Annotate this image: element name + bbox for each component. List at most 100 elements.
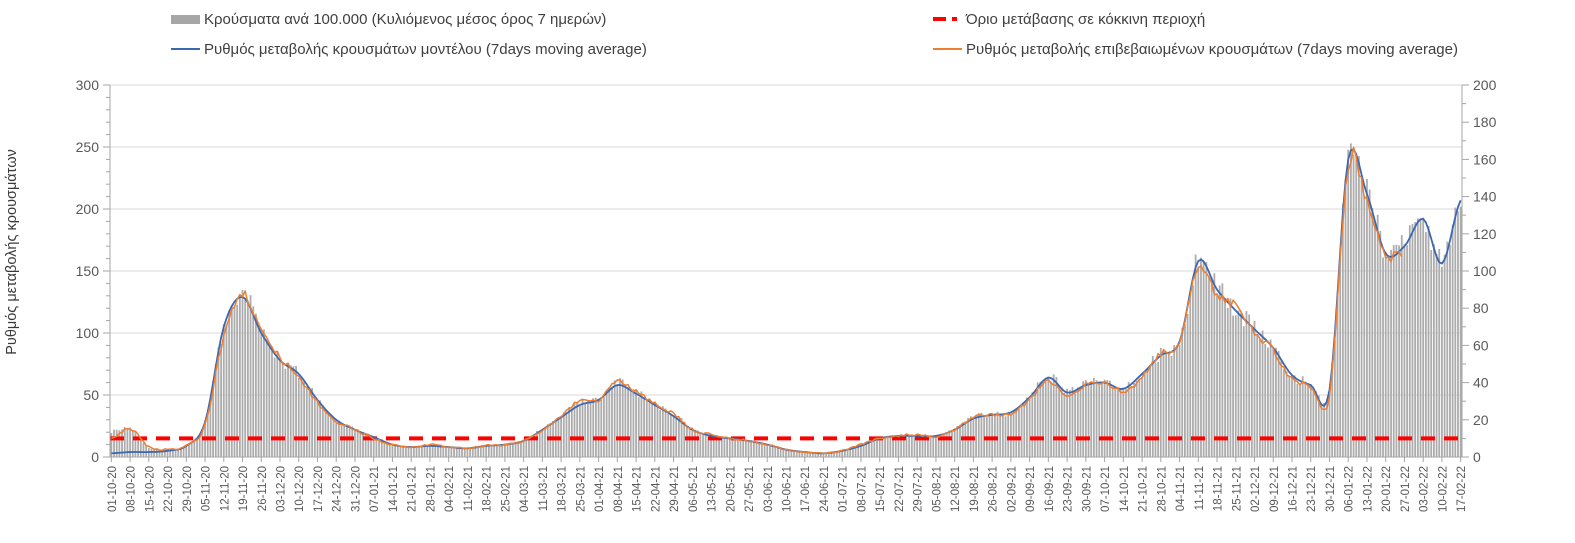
x-tick-label: 28-10-21 [1156, 466, 1168, 512]
y-right-tick-label: 180 [1473, 114, 1497, 130]
legend-label: Κρούσματα ανά 100.000 (Κυλιόμενος μέσος … [204, 10, 607, 28]
x-tick-label: 03-02-22 [1419, 466, 1431, 512]
y-right-tick-label: 200 [1473, 77, 1497, 93]
model-rate-line [111, 148, 1462, 455]
x-tick-label: 29-07-21 [913, 466, 925, 512]
x-tick-label: 27-01-22 [1400, 466, 1412, 512]
x-tick-label: 01-07-21 [838, 466, 850, 512]
x-tick-label: 30-09-21 [1081, 466, 1093, 512]
x-tick-label: 13-05-21 [707, 466, 719, 512]
x-tick-label: 15-07-21 [875, 466, 887, 512]
x-tick-label: 12-11-20 [219, 466, 231, 511]
x-tick-label: 20-05-21 [725, 466, 737, 512]
y-left-tick-label: 300 [76, 77, 100, 93]
legend-item-cases-per-100k: Κρούσματα ανά 100.000 (Κυλιόμενος μέσος … [171, 9, 606, 29]
x-tick-label: 09-12-21 [1269, 466, 1281, 512]
legend-label: Όριο μετάβασης σε κόκκινη περιοχή [966, 10, 1206, 28]
y-left-tick-label: 50 [83, 387, 99, 403]
x-tick-label: 25-03-21 [575, 466, 587, 512]
x-tick-label: 10-06-21 [782, 466, 794, 512]
y-left-tick-label: 100 [76, 325, 100, 341]
y-left-tick-label: 150 [76, 263, 100, 279]
x-tick-label: 14-01-21 [388, 466, 400, 512]
x-tick-label: 27-05-21 [744, 466, 756, 512]
blue-line-marker-icon [171, 47, 200, 51]
y-right-tick-label: 20 [1473, 412, 1489, 428]
x-tick-label: 20-01-22 [1381, 466, 1393, 512]
dashed-line-marker-icon [933, 17, 962, 21]
y-left-tick-label: 200 [76, 201, 100, 217]
x-tick-label: 16-12-21 [1288, 466, 1300, 512]
x-tick-label: 25-11-21 [1231, 466, 1243, 511]
x-tick-label: 17-06-21 [800, 466, 812, 512]
x-tick-label: 29-04-21 [669, 466, 681, 512]
x-tick-label: 12-08-21 [950, 466, 962, 512]
legend-item-model-rate: Ρυθμός μεταβολής κρουσμάτων μοντέλου (7d… [171, 39, 647, 59]
x-tick-label: 10-12-20 [294, 466, 306, 512]
legend-item-confirmed-rate: Ρυθμός μεταβολής επιβεβαιωμένων κρουσμάτ… [933, 39, 1458, 59]
x-tick-label: 30-12-21 [1325, 466, 1337, 512]
x-tick-label: 06-05-21 [688, 466, 700, 512]
x-tick-label: 21-01-21 [407, 466, 419, 512]
bar-series-marker-icon [171, 14, 200, 24]
x-tick-label: 23-09-21 [1063, 466, 1075, 512]
x-tick-label: 08-04-21 [613, 466, 625, 512]
x-tick-label: 09-09-21 [1025, 466, 1037, 512]
y-left-tick-label: 250 [76, 139, 100, 155]
x-tick-label: 04-02-21 [444, 466, 456, 512]
x-tick-label: 14-10-21 [1119, 466, 1131, 512]
legend-item-red-threshold: Όριο μετάβασης σε κόκκινη περιοχή [933, 9, 1205, 29]
y-right-tick-label: 160 [1473, 151, 1497, 167]
x-tick-label: 02-12-21 [1250, 466, 1262, 512]
x-tick-label: 26-11-20 [257, 466, 269, 511]
x-tick-label: 08-07-21 [857, 466, 869, 512]
x-tick-label: 01-04-21 [594, 466, 606, 512]
x-tick-label: 03-12-20 [276, 466, 288, 512]
y-axis-title: Ρυθμός μεταβολής κρουσμάτων [4, 149, 20, 355]
y-right-tick-label: 120 [1473, 226, 1497, 242]
x-tick-label: 11-02-21 [463, 466, 475, 511]
axis-labels: 0 50 100 150 200 250 300 0 20 40 60 80 100 120 140 160 1… [4, 77, 1497, 512]
confirmed-rate-line [111, 146, 1403, 455]
x-tick-label: 22-04-21 [650, 466, 662, 512]
y-right-tick-label: 0 [1473, 449, 1481, 465]
x-tick-label: 29-10-20 [182, 466, 194, 512]
x-tick-label: 16-09-21 [1044, 466, 1056, 512]
x-tick-label: 24-06-21 [819, 466, 831, 512]
legend-label: Ρυθμός μεταβολής κρουσμάτων μοντέλου (7d… [204, 40, 647, 58]
x-tick-label: 03-06-21 [763, 466, 775, 512]
x-tick-label: 28-01-21 [425, 466, 437, 512]
x-tick-label: 23-12-21 [1306, 466, 1318, 512]
x-tick-label: 18-11-21 [1213, 466, 1225, 511]
x-tick-label: 15-10-20 [144, 466, 156, 512]
y-right-tick-label: 80 [1473, 300, 1489, 316]
y-right-tick-label: 100 [1473, 263, 1497, 279]
x-tick-label: 02-09-21 [1006, 466, 1018, 512]
orange-line-marker-icon [933, 47, 962, 51]
cases-bars-series [110, 143, 1462, 457]
y-right-tick-label: 60 [1473, 337, 1489, 353]
y-left-tick-label: 0 [91, 449, 99, 465]
x-tick-label: 13-01-22 [1363, 466, 1375, 512]
x-tick-label: 22-10-20 [163, 466, 175, 512]
x-tick-label: 07-10-21 [1100, 466, 1112, 512]
x-tick-label: 17-12-20 [313, 466, 325, 512]
x-tick-label: 22-07-21 [894, 466, 906, 512]
y-right-tick-label: 40 [1473, 375, 1489, 391]
y-right-tick-label: 140 [1473, 189, 1497, 205]
axes [103, 84, 1469, 462]
x-tick-label: 25-02-21 [500, 466, 512, 512]
x-tick-label: 01-10-20 [107, 466, 119, 512]
x-tick-label: 11-03-21 [538, 466, 550, 511]
x-tick-label: 26-08-21 [988, 466, 1000, 512]
legend-label: Ρυθμός μεταβολής επιβεβαιωμένων κρουσμάτ… [966, 40, 1458, 58]
x-tick-label: 31-12-20 [351, 466, 363, 512]
x-tick-label: 06-01-22 [1344, 466, 1356, 512]
x-tick-label: 10-02-22 [1437, 466, 1449, 512]
x-tick-label: 18-03-21 [557, 466, 569, 512]
x-tick-label: 05-08-21 [931, 466, 943, 512]
x-tick-label: 04-03-21 [519, 466, 531, 512]
x-tick-label: 19-11-20 [238, 466, 250, 511]
x-tick-label: 08-10-20 [126, 466, 138, 512]
